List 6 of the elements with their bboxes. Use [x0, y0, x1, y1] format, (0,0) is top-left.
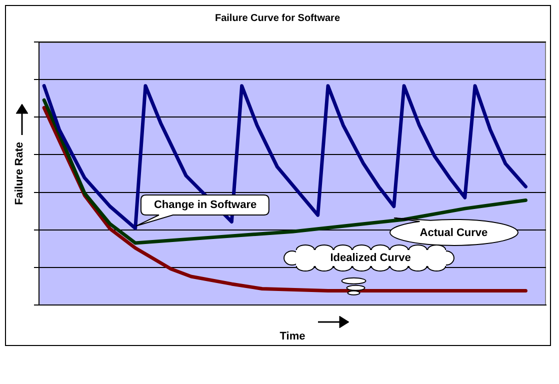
- x-axis-title: Time: [280, 330, 306, 342]
- annotation: Actual Curve: [420, 226, 488, 239]
- annotation: Change in Software: [154, 199, 257, 212]
- y-axis-title: Failure Rate: [14, 142, 26, 205]
- chart-title: Failure Curve for Software: [214, 12, 340, 24]
- annotation: Idealized Curve: [330, 252, 411, 264]
